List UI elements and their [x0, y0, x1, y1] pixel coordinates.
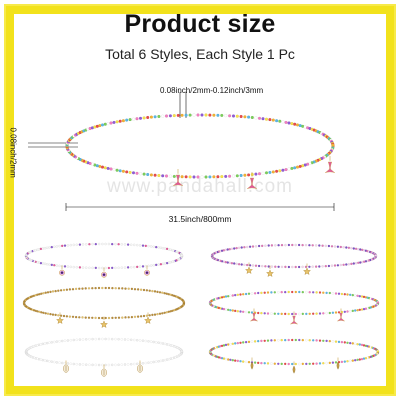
cowrie-shell-icon — [101, 364, 107, 377]
leaf-icon — [336, 357, 340, 370]
watermark: www.pandahall.com — [107, 176, 293, 197]
starfish-icon — [303, 263, 311, 275]
evil-eye-icon — [144, 265, 150, 276]
page-title: Product size — [124, 10, 276, 38]
starfish-icon — [100, 316, 108, 328]
starfish-icon — [266, 265, 274, 277]
mermaid-tail-icon — [250, 308, 258, 322]
anklet-style-white-cowrie-shell — [24, 337, 184, 377]
anklet-style-gold-starfish — [22, 286, 186, 328]
starfish-icon — [245, 262, 253, 274]
mermaid-tail-icon — [247, 172, 257, 189]
page-subtitle: Total 6 Styles, Each Style 1 Pc — [105, 46, 295, 62]
bead-size-label: 0.08inch/2mm-0.12inch/3mm — [160, 86, 264, 95]
mermaid-tail-icon — [337, 308, 345, 322]
leaf-icon — [250, 357, 254, 370]
evil-eye-icon — [59, 265, 65, 276]
anklet-style-multicolor-leaf — [208, 338, 380, 374]
starfish-icon — [56, 312, 64, 324]
mermaid-tail-icon — [290, 311, 298, 325]
main-anklet — [65, 113, 335, 189]
cowrie-shell-icon — [137, 360, 143, 373]
leaf-icon — [292, 361, 296, 374]
evil-eye-icon — [101, 267, 107, 278]
mermaid-tail-icon — [325, 156, 335, 173]
thread-size-label: 0.08inch/2mm — [8, 127, 18, 178]
anklet-style-purple-starfish — [210, 243, 378, 277]
anklet-style-multicolor-mermaid-tail — [208, 290, 380, 325]
mermaid-tail-icon — [173, 169, 183, 186]
cowrie-shell-icon — [63, 360, 69, 373]
anklet-style-pink-purple-evil-eye — [24, 242, 184, 278]
length-label: 31.5inch/800mm — [168, 214, 232, 224]
starfish-icon — [144, 312, 152, 324]
style-grid — [22, 242, 380, 377]
